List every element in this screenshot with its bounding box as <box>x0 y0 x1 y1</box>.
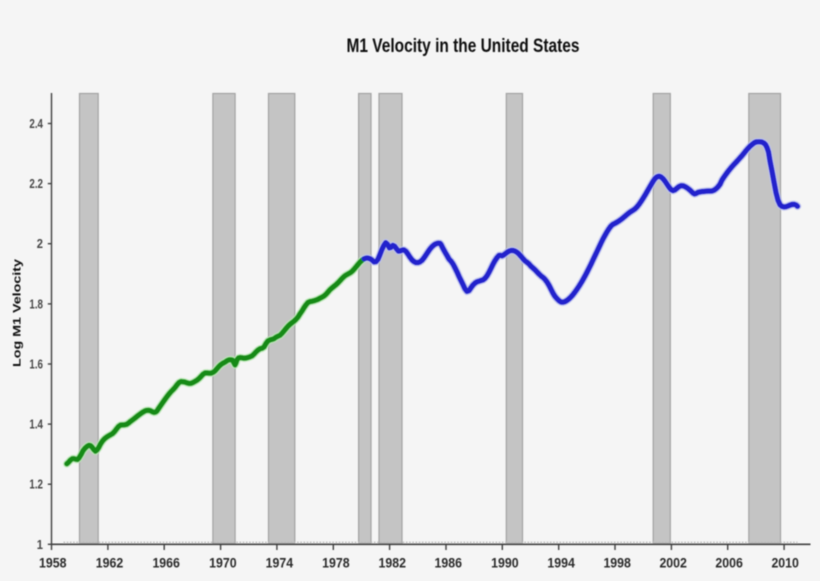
svg-text:2006: 2006 <box>715 555 743 571</box>
svg-text:1982: 1982 <box>379 555 407 571</box>
svg-text:1.4: 1.4 <box>29 417 43 432</box>
svg-text:2002: 2002 <box>659 555 687 571</box>
svg-text:1966: 1966 <box>152 555 180 571</box>
svg-text:1.6: 1.6 <box>29 357 43 372</box>
svg-text:1.2: 1.2 <box>29 477 43 492</box>
svg-text:2010: 2010 <box>771 555 799 571</box>
svg-text:Log M1 Velocity: Log M1 Velocity <box>11 258 23 367</box>
svg-text:1962: 1962 <box>96 555 124 571</box>
svg-text:2.4: 2.4 <box>29 116 43 131</box>
svg-text:1958: 1958 <box>39 555 67 571</box>
svg-text:2: 2 <box>37 236 43 251</box>
svg-text:2.2: 2.2 <box>29 176 43 191</box>
svg-text:1986: 1986 <box>435 555 463 571</box>
svg-text:M1 Velocity in the United Stat: M1 Velocity in the United States <box>347 36 580 57</box>
svg-text:1974: 1974 <box>266 555 294 571</box>
svg-text:1978: 1978 <box>322 555 350 571</box>
svg-text:1994: 1994 <box>547 555 575 571</box>
svg-text:1998: 1998 <box>603 555 631 571</box>
svg-text:1970: 1970 <box>209 555 237 571</box>
svg-text:1: 1 <box>37 537 43 552</box>
svg-text:1990: 1990 <box>491 555 519 571</box>
svg-text:1.8: 1.8 <box>29 296 43 311</box>
